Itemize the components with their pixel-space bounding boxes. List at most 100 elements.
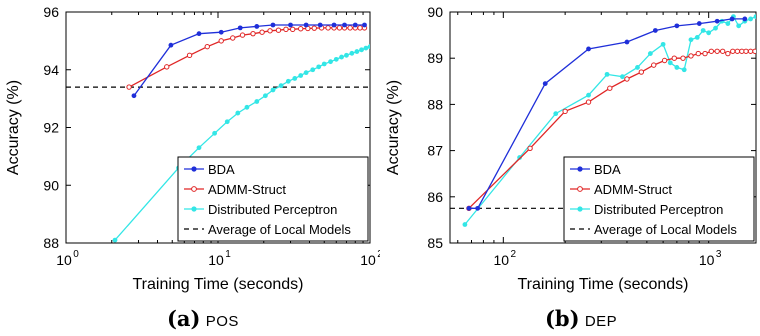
data-point-admm-struct	[126, 84, 132, 90]
data-point-distributed-perceptron	[344, 52, 349, 58]
legend-label-admm-struct: ADMM-Struct	[208, 182, 286, 197]
x-tick-exponent: 0	[73, 249, 79, 260]
series-line-admm-struct	[128, 27, 365, 88]
data-point-distributed-perceptron	[333, 56, 339, 62]
data-point-admm-struct	[527, 145, 533, 151]
caption-a-name: POS	[205, 313, 239, 330]
data-point-admm-struct	[688, 53, 694, 59]
legend-label-admm-struct: ADMM-Struct	[594, 182, 672, 197]
data-point-admm-struct	[734, 48, 741, 54]
y-tick-label: 85	[427, 235, 443, 251]
data-point-bda	[331, 22, 337, 28]
data-point-bda	[270, 22, 276, 28]
legend: BDA ADMM-Struct Distributed Perceptron Aver…	[177, 156, 369, 242]
data-point-admm-struct	[267, 28, 273, 34]
data-point-bda	[131, 93, 137, 99]
data-point-distributed-perceptron	[303, 70, 309, 76]
data-point-admm-struct	[259, 29, 265, 35]
data-point-distributed-perceptron	[349, 50, 355, 56]
data-point-admm-struct	[218, 38, 224, 44]
data-point-distributed-perceptron	[725, 21, 731, 26]
data-point-distributed-perceptron	[339, 54, 344, 60]
data-point-admm-struct	[725, 50, 731, 57]
data-point-bda	[652, 28, 658, 33]
y-tick-label: 88	[427, 96, 443, 112]
data-point-distributed-perceptron	[298, 73, 304, 78]
y-tick-label: 89	[427, 50, 443, 66]
data-point-distributed-perceptron	[316, 64, 322, 70]
data-point-bda	[674, 23, 680, 29]
data-point-distributed-perceptron	[310, 67, 316, 73]
legend-marker-admm-struct	[577, 186, 583, 192]
data-point-admm-struct	[714, 48, 720, 54]
legend-marker-distributed-perceptron	[191, 206, 197, 212]
x-tick-exponent: 3	[716, 249, 722, 260]
data-point-admm-struct	[638, 69, 645, 75]
data-point-distributed-perceptron	[196, 145, 202, 151]
data-point-bda	[624, 39, 630, 45]
caption-a: (a) POS	[167, 306, 239, 332]
data-point-admm-struct	[747, 48, 754, 54]
data-point-admm-struct	[671, 55, 677, 61]
data-point-distributed-perceptron	[363, 45, 369, 51]
y-axis-label: Accuracy (%)	[5, 80, 22, 175]
data-point-distributed-perceptron	[635, 65, 640, 70]
data-point-admm-struct	[283, 26, 289, 33]
data-point-bda	[714, 18, 720, 24]
y-tick-label: 92	[43, 120, 59, 136]
plot-frame	[449, 11, 757, 244]
data-point-distributed-perceptron	[586, 92, 591, 98]
data-point-bda	[237, 25, 243, 31]
data-point-distributed-perceptron	[694, 35, 700, 40]
data-point-admm-struct	[719, 48, 726, 54]
data-point-admm-struct	[311, 25, 317, 31]
data-point-admm-struct	[357, 25, 363, 31]
data-point-bda	[218, 29, 224, 35]
data-point-bda	[586, 46, 591, 52]
legend-label-bda: BDA	[594, 162, 621, 177]
caption-b-name: DEP	[584, 313, 618, 330]
legend-marker-bda	[577, 166, 583, 172]
data-point-admm-struct	[230, 35, 236, 41]
data-point-bda	[196, 31, 202, 37]
data-point-admm-struct	[695, 50, 701, 57]
caption-b-letter: (b)	[545, 306, 580, 331]
x-tick-label: 10	[494, 252, 510, 268]
legend-box	[177, 156, 369, 242]
data-point-distributed-perceptron	[736, 23, 742, 29]
data-point-bda	[742, 16, 748, 22]
data-point-admm-struct	[250, 30, 256, 37]
data-point-distributed-perceptron	[112, 237, 118, 243]
data-point-distributed-perceptron	[660, 41, 666, 47]
data-point-admm-struct	[743, 48, 749, 54]
data-point-bda	[317, 22, 323, 28]
legend-marker-distributed-perceptron	[577, 206, 583, 212]
data-point-distributed-perceptron	[244, 104, 250, 110]
y-axis-label: Accuracy (%)	[385, 80, 402, 175]
data-point-bda	[303, 22, 309, 28]
data-point-admm-struct	[730, 48, 736, 54]
y-tick-label: 96	[43, 4, 59, 20]
x-axis-label: Training Time (seconds)	[517, 276, 688, 293]
data-point-distributed-perceptron	[674, 65, 680, 70]
data-point-admm-struct	[702, 50, 708, 57]
data-point-admm-struct	[651, 62, 657, 68]
caption-b: (b) DEP	[545, 306, 617, 332]
data-point-distributed-perceptron	[462, 222, 468, 227]
data-point-distributed-perceptron	[212, 130, 218, 136]
x-tick-label: 10	[208, 252, 224, 268]
data-point-admm-struct	[562, 108, 568, 115]
data-point-distributed-perceptron	[553, 111, 559, 117]
data-point-admm-struct	[752, 48, 756, 54]
data-point-admm-struct	[204, 43, 210, 50]
data-point-bda	[288, 22, 293, 28]
data-point-admm-struct	[607, 85, 613, 91]
y-tick-label: 88	[43, 235, 59, 251]
data-point-distributed-perceptron	[706, 30, 712, 36]
data-point-admm-struct	[661, 57, 668, 64]
y-tick-label: 94	[43, 62, 59, 78]
data-point-distributed-perceptron	[328, 59, 333, 65]
data-point-distributed-perceptron	[224, 119, 230, 125]
data-point-distributed-perceptron	[270, 87, 276, 93]
